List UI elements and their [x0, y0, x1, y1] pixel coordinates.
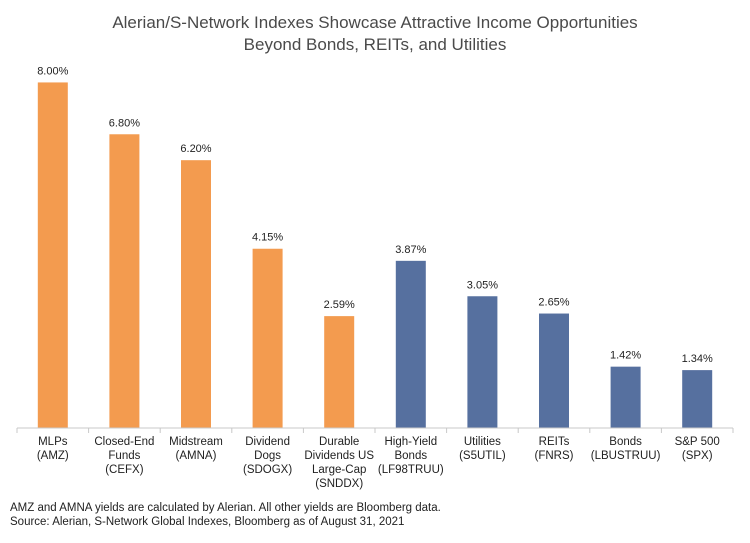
chart-title: Alerian/S-Network Indexes Showcase Attra… — [0, 12, 750, 56]
category-label-line: Closed-End — [94, 436, 154, 448]
category-label-line: Dividend — [245, 436, 290, 448]
category-label-line: Bonds — [394, 450, 427, 462]
bar — [252, 248, 283, 428]
chart-title-line-1: Alerian/S-Network Indexes Showcase Attra… — [112, 13, 638, 32]
category-label-line: Funds — [108, 450, 140, 462]
bar-value-label: 1.42% — [610, 350, 641, 362]
bar-value-label: 2.59% — [324, 299, 355, 311]
bar — [539, 313, 569, 428]
bar-value-label: 3.87% — [395, 244, 426, 256]
category-label-line: (AMNA) — [176, 450, 217, 462]
category-label-line: (SPX) — [682, 450, 713, 462]
category-label-line: Durable — [319, 436, 359, 448]
category-label-line: (S5UTIL) — [459, 450, 506, 462]
category-label: Closed-End Funds (CEFX) — [94, 436, 154, 476]
category-label-line: S&P 500 — [675, 436, 720, 448]
category-label: Midstream (AMNA) — [169, 436, 223, 462]
category-label-line: (AMZ) — [37, 450, 69, 462]
bars-layer: 8.00% 6.80% 6.20% 4.15% 2.59% 3.87% 3.05% 2.65%… — [37, 65, 713, 429]
bar-chart: 8.00% 6.80% 6.20% 4.15% 2.59% 3.87% 3.05% 2.65%… — [16, 65, 734, 490]
category-label-line: (CEFX) — [105, 464, 144, 476]
bar-value-label: 8.00% — [37, 65, 68, 77]
bar — [682, 370, 713, 428]
x-axis-ticks — [16, 428, 734, 433]
bar — [109, 134, 140, 428]
bar-value-label: 6.20% — [180, 143, 211, 155]
category-label: Dividend Dogs (SDOGX) — [243, 436, 292, 476]
category-label-line: (SDOGX) — [243, 464, 292, 476]
category-label-line: (SNDDX) — [315, 478, 363, 490]
category-label-line: Bonds — [609, 436, 642, 448]
category-label-line: MLPs — [38, 436, 68, 448]
category-label-line: Large-Cap — [312, 464, 366, 476]
bar-value-label: 6.80% — [109, 117, 140, 129]
bar — [37, 82, 68, 428]
category-label-line: Utilities — [464, 436, 501, 448]
category-label-line: REITs — [539, 436, 570, 448]
bar-value-label: 3.05% — [467, 279, 498, 291]
category-label-line: Dogs — [254, 450, 281, 462]
category-labels: MLPs (AMZ) Closed-End Funds (CEFX) Midstream (… — [37, 436, 720, 490]
bar-value-label: 2.65% — [538, 297, 569, 309]
chart-title-line-2: Beyond Bonds, REITs, and Utilities — [243, 35, 507, 54]
footnote-note: AMZ and AMNA yields are calculated by Al… — [10, 502, 441, 514]
bar — [467, 296, 498, 428]
category-label: High-Yield Bonds (LF98TRUU) — [378, 436, 444, 476]
bar-value-label: 1.34% — [682, 353, 713, 365]
category-label: Utilities (S5UTIL) — [459, 436, 506, 462]
category-label: REITs (FNRS) — [535, 436, 574, 462]
bar — [324, 316, 355, 428]
category-label: S&P 500 (SPX) — [675, 436, 720, 462]
category-label: MLPs (AMZ) — [37, 436, 69, 462]
bar — [181, 160, 211, 429]
bar — [395, 260, 426, 428]
category-label-line: High-Yield — [384, 436, 437, 448]
category-label-line: Dividends US — [304, 450, 374, 462]
category-label: Durable Dividends US Large-Cap (SNDDX) — [304, 436, 374, 490]
category-label: Bonds (LBUSTRUU) — [591, 436, 661, 462]
footnotes: AMZ and AMNA yields are calculated by Al… — [10, 501, 441, 529]
bar — [610, 366, 641, 428]
category-label-line: Midstream — [169, 436, 223, 448]
category-label-line: (LBUSTRUU) — [591, 450, 661, 462]
category-label-line: (FNRS) — [535, 450, 574, 462]
bar-value-label: 4.15% — [252, 232, 283, 244]
category-label-line: (LF98TRUU) — [378, 464, 444, 476]
footnote-source: Source: Alerian, S-Network Global Indexe… — [10, 516, 405, 528]
